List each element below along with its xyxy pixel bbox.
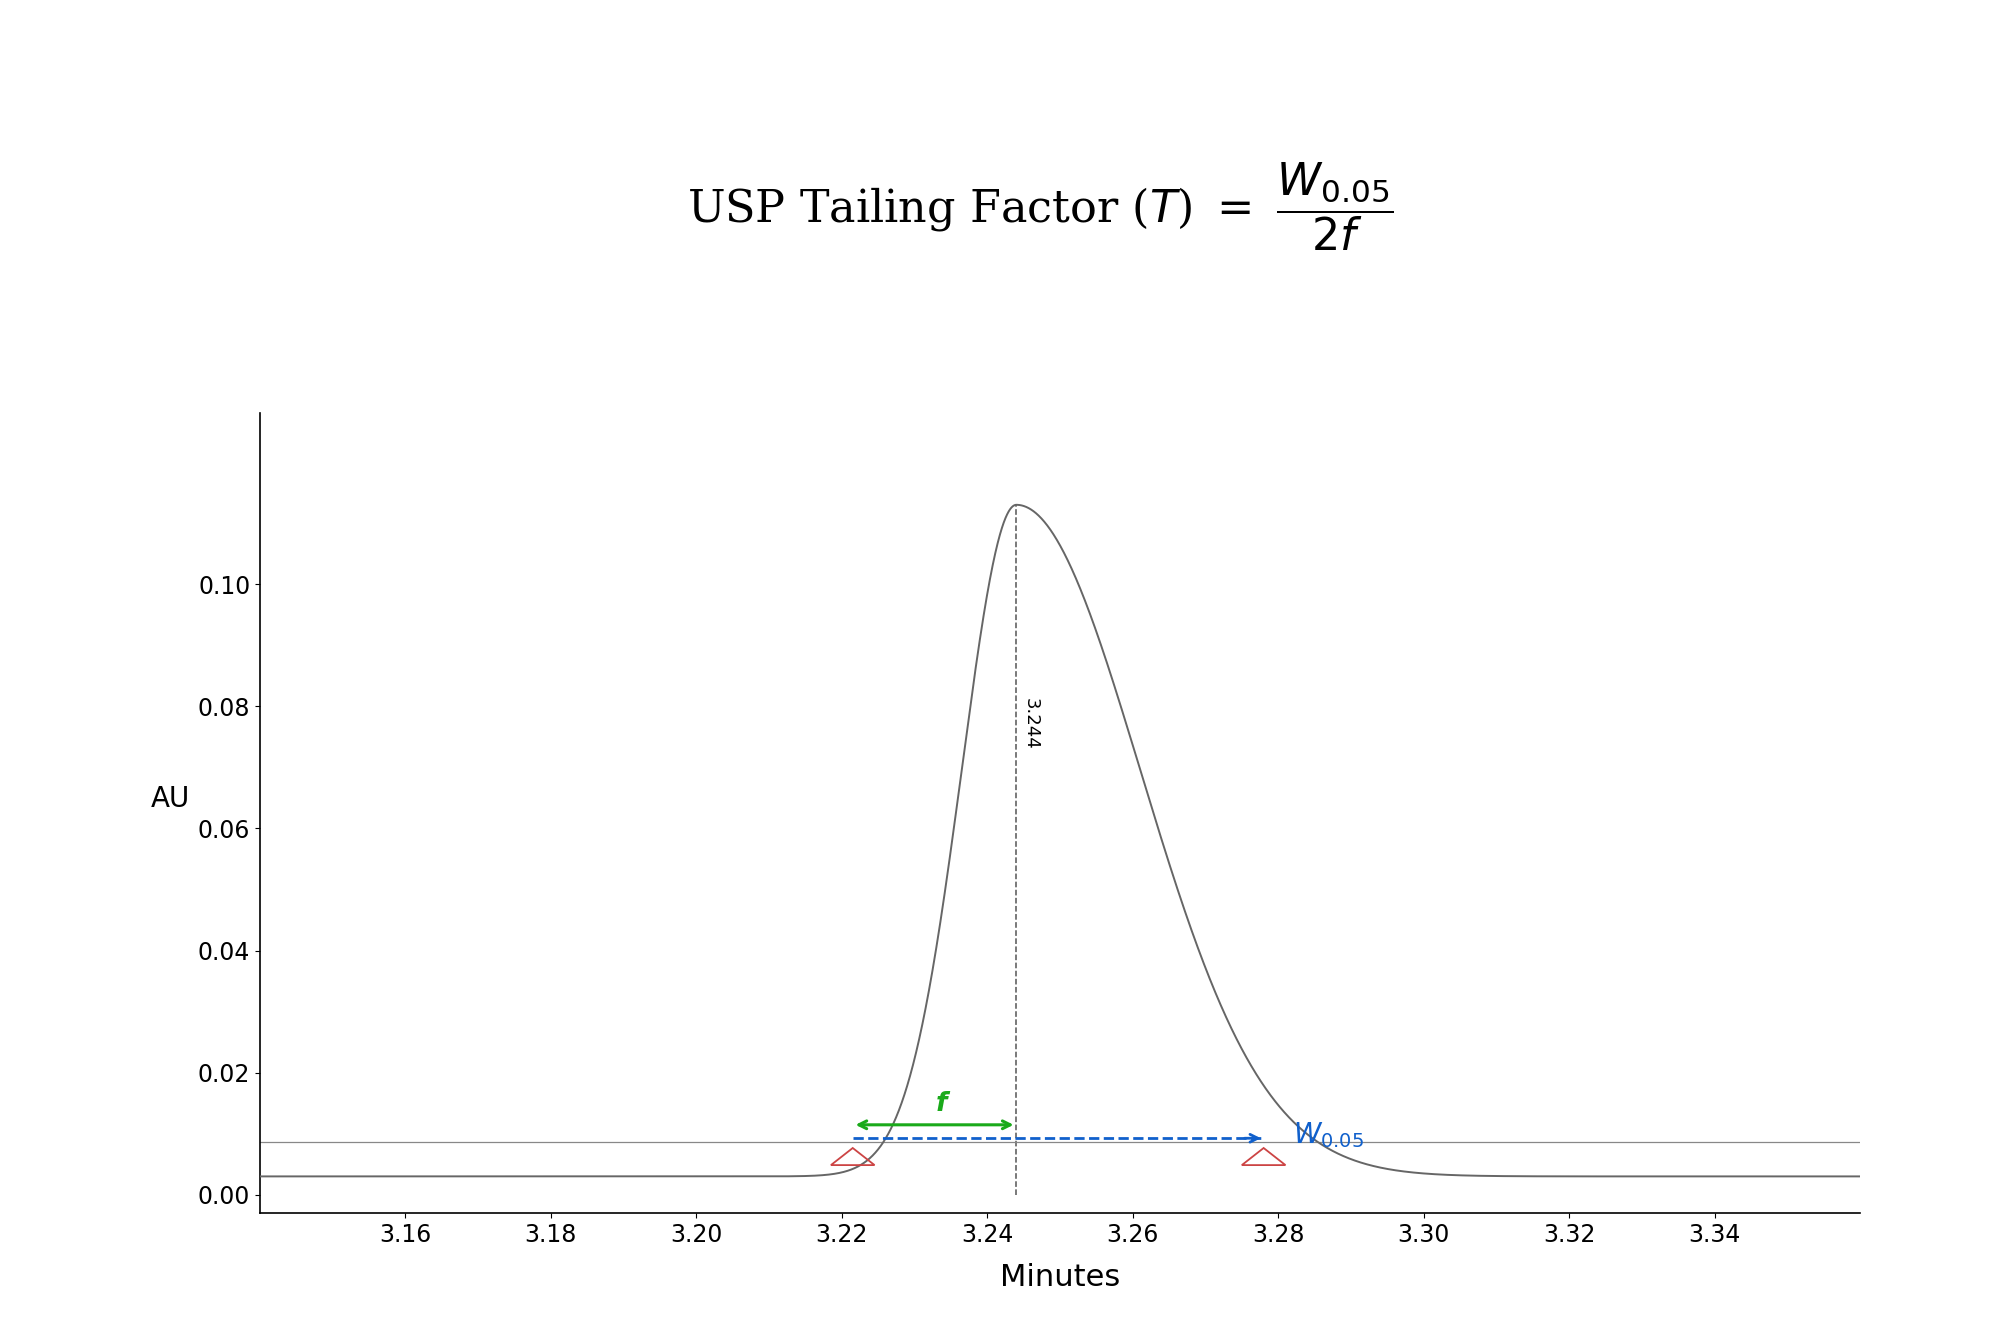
Text: $W_{0.05}$: $W_{0.05}$ <box>1292 1120 1364 1150</box>
Text: USP Tailing Factor ($\it{T}$) $=$ $\dfrac{W_{0.05}}{2f}$: USP Tailing Factor ($\it{T}$) $=$ $\dfra… <box>686 160 1394 253</box>
Text: f: f <box>936 1092 948 1117</box>
X-axis label: Minutes: Minutes <box>1000 1264 1120 1293</box>
Text: 3.244: 3.244 <box>1022 698 1040 749</box>
Y-axis label: AU: AU <box>150 785 190 813</box>
